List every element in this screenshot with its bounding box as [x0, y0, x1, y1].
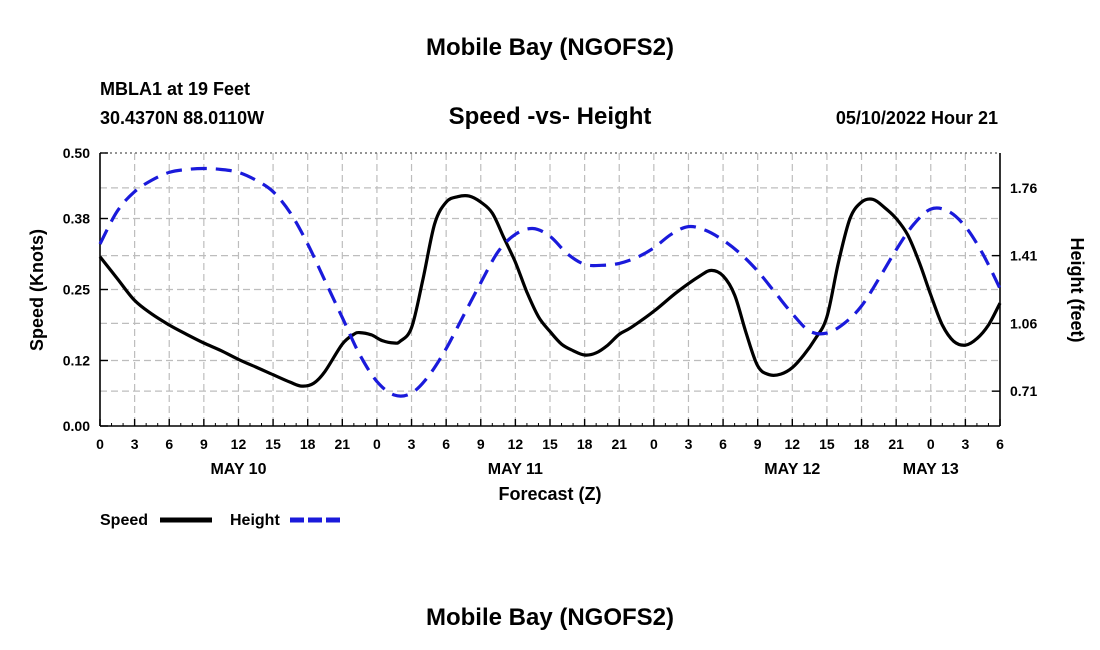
y2-tick-label: 0.71: [1010, 383, 1037, 399]
legend: Speed Height: [100, 512, 342, 529]
y2-tick-label: 1.06: [1010, 315, 1037, 331]
x-tick-label: 9: [200, 436, 208, 452]
y2-tick-label: 1.76: [1010, 180, 1037, 196]
x-tick-label: 6: [442, 436, 450, 452]
x-tick-label: 18: [300, 436, 316, 452]
y-tick-label: 0.00: [63, 418, 90, 434]
legend-speed-label: Speed: [100, 512, 148, 529]
x-tick-label: 6: [719, 436, 727, 452]
x-tick-label: 6: [996, 436, 1004, 452]
y2-axis-label: Height (feet): [1067, 238, 1087, 343]
x-tick-label: 15: [819, 436, 835, 452]
x-tick-label: 12: [785, 436, 801, 452]
y-tick-label: 0.25: [63, 282, 90, 298]
x-tick-label: 21: [335, 436, 351, 452]
date-label: MAY 10: [210, 461, 266, 478]
x-tick-label: 21: [611, 436, 627, 452]
grid-lines: [100, 153, 1000, 426]
x-tick-label: 9: [477, 436, 485, 452]
x-tick-label: 3: [408, 436, 416, 452]
x-tick-label: 9: [754, 436, 762, 452]
x-tick-label: 6: [165, 436, 173, 452]
y-tick-label: 0.12: [63, 352, 90, 368]
legend-height-label: Height: [230, 512, 280, 529]
x-tick-label: 0: [927, 436, 935, 452]
x-axis-label: Forecast (Z): [498, 484, 601, 504]
x-tick-label: 18: [854, 436, 870, 452]
x-tick-label: 18: [577, 436, 593, 452]
series-line-height: [98, 166, 1002, 398]
x-tick-label: 0: [650, 436, 658, 452]
location-coordinates: 30.4370N 88.0110W: [100, 108, 264, 128]
x-tick-label: 15: [542, 436, 558, 452]
y2-tick-label: 1.41: [1010, 248, 1037, 264]
station-label: MBLA1 at 19 Feet: [100, 79, 250, 99]
x-tick-label: 12: [508, 436, 524, 452]
x-tick-label: 15: [265, 436, 281, 452]
series-layer: [98, 166, 1002, 398]
date-label: MAY 11: [488, 461, 543, 478]
x-tick-label: 3: [131, 436, 139, 452]
chart-subtitle: Speed -vs- Height: [449, 103, 652, 130]
x-tick-label: 3: [685, 436, 693, 452]
x-tick-label: 21: [888, 436, 904, 452]
date-label: MAY 13: [903, 461, 959, 478]
x-tick-label: 3: [961, 436, 969, 452]
x-tick-label: 12: [231, 436, 247, 452]
issued-datetime: 05/10/2022 Hour 21: [836, 108, 998, 128]
axis-ticks: 0 3 6 9 12 15 18 21 0 3 6 9 12 15 18 21 0 3 6 9 12 15 18 21 0 3 6 M…: [63, 145, 1038, 478]
chart-title: Mobile Bay (NGOFS2): [426, 34, 674, 61]
footer-title: Mobile Bay (NGOFS2): [426, 604, 674, 631]
x-tick-label: 0: [373, 436, 381, 452]
series-line-speed: [98, 194, 1002, 388]
y-tick-label: 0.38: [63, 211, 90, 227]
y-axis-label: Speed (Knots): [27, 229, 47, 351]
date-label: MAY 12: [764, 461, 820, 478]
x-tick-label: 0: [96, 436, 104, 452]
y-tick-label: 0.50: [63, 145, 90, 161]
